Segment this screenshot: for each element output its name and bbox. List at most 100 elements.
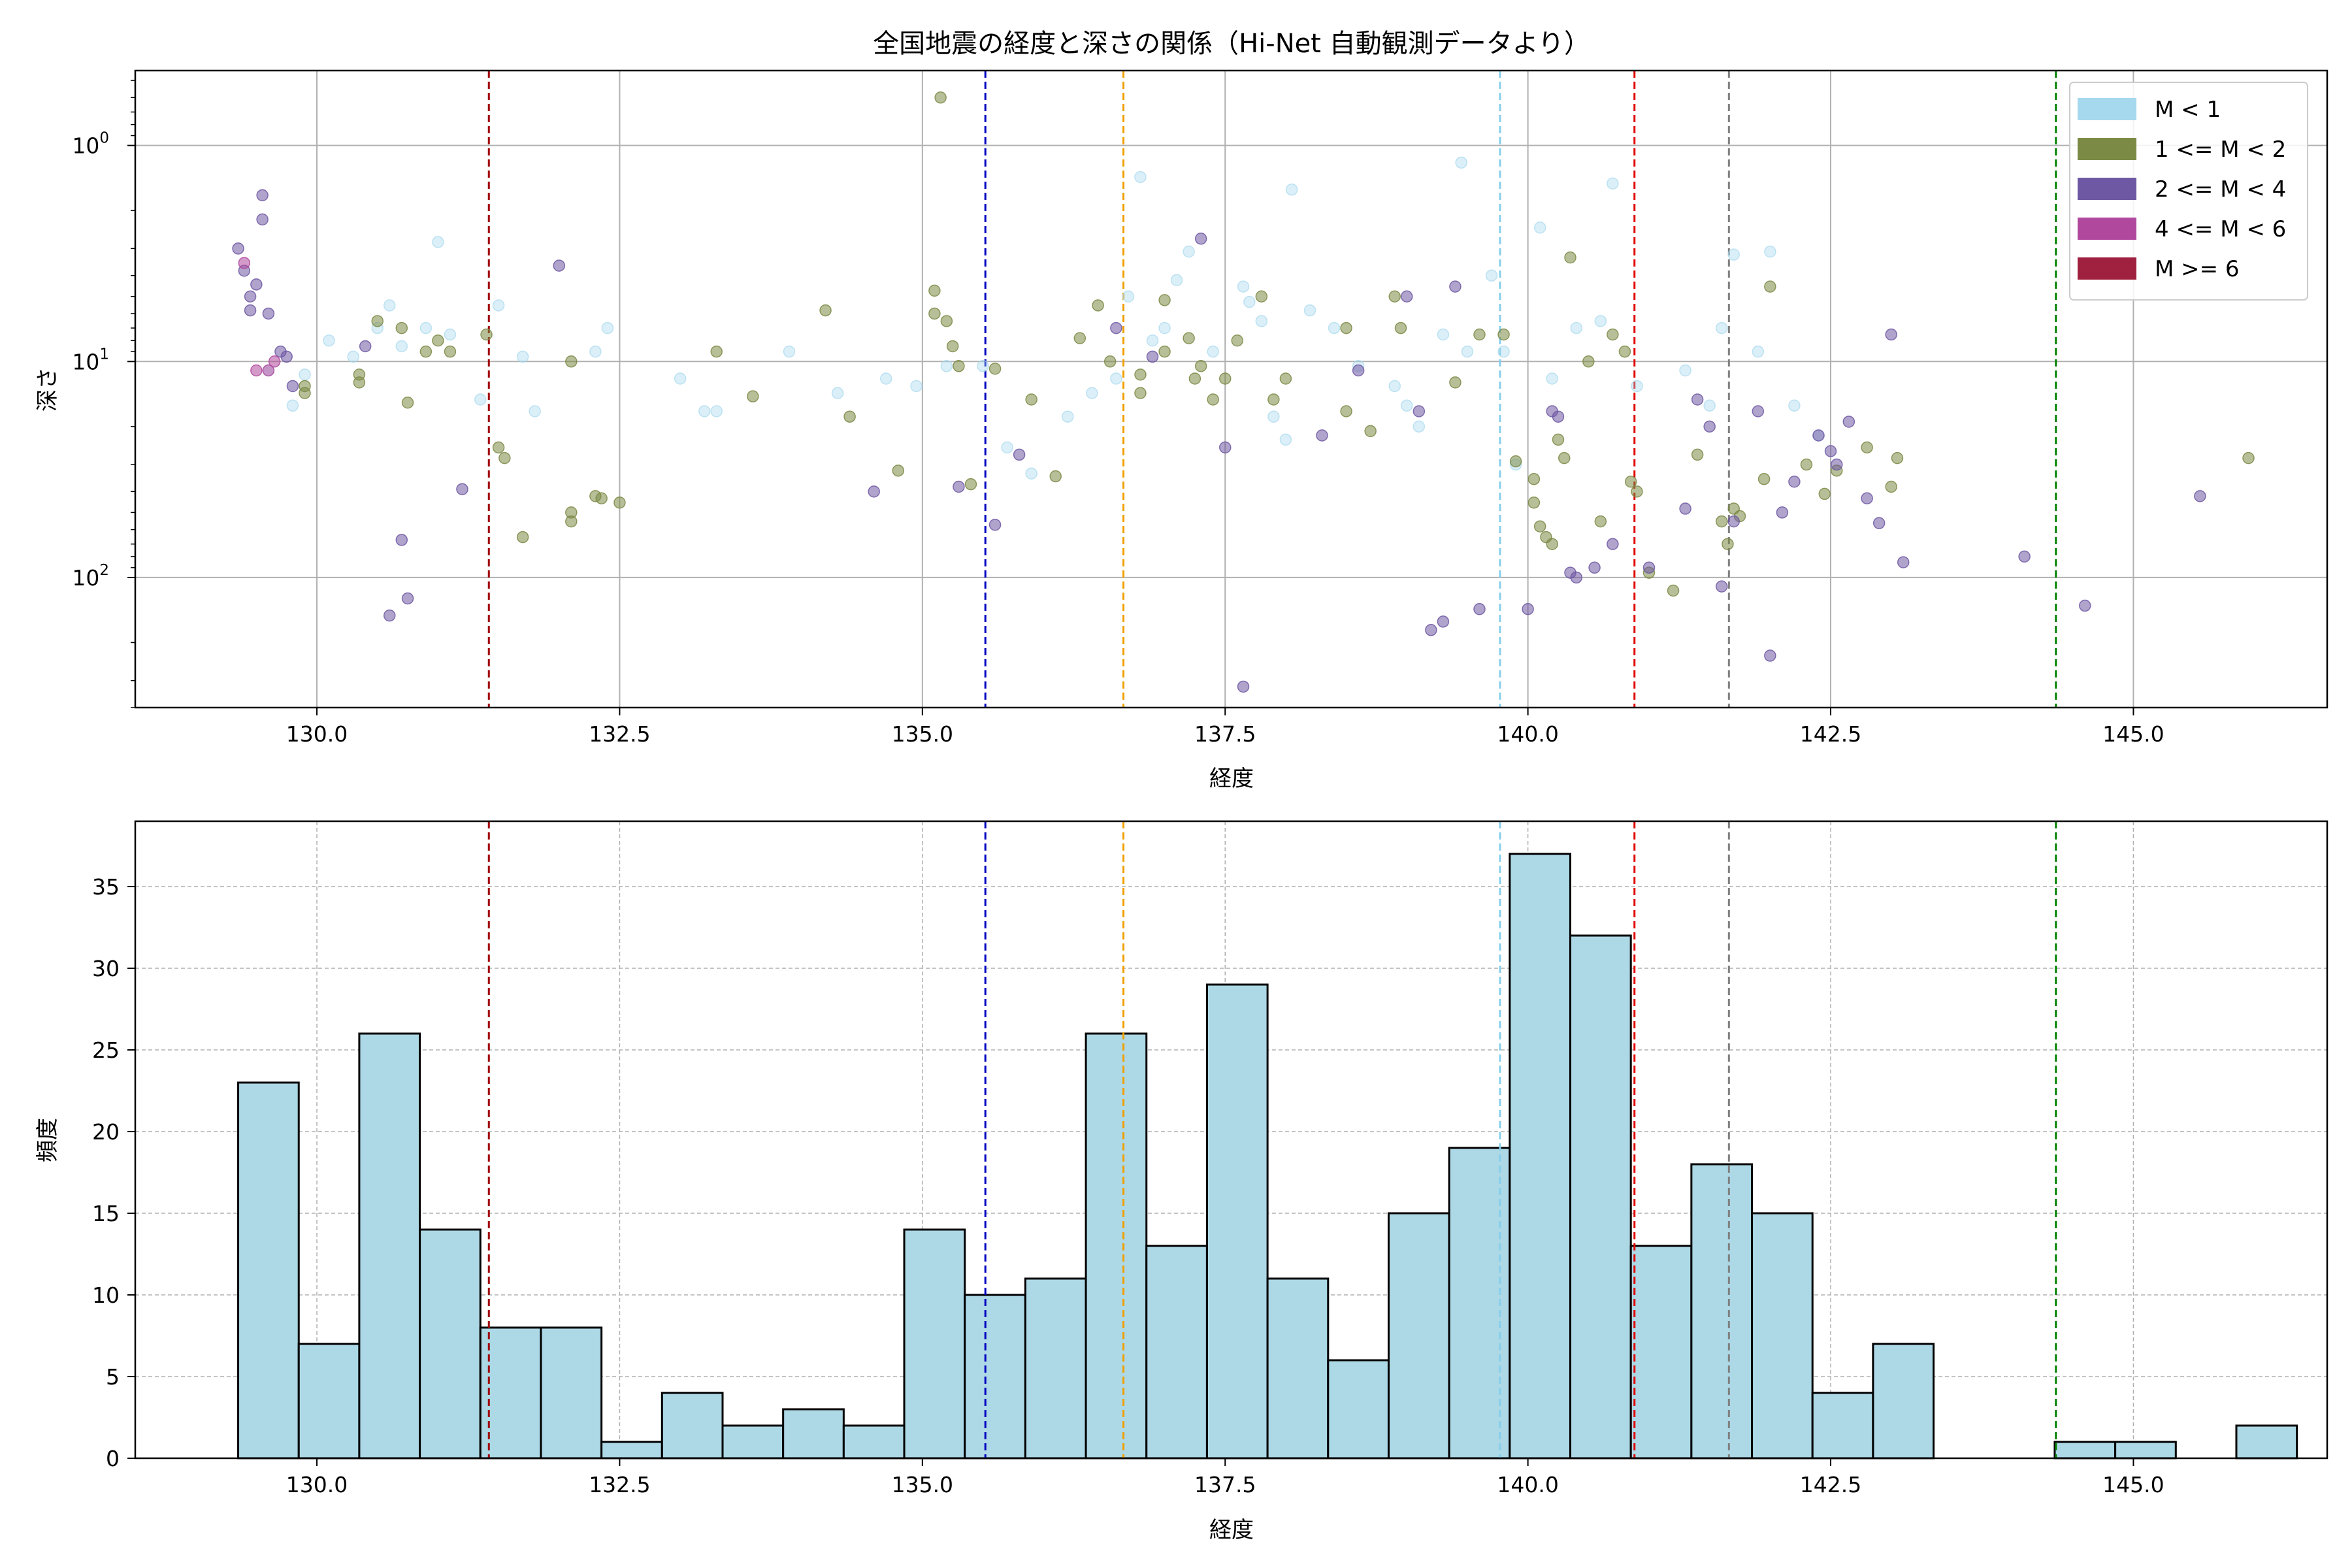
- histogram-bars: [237, 853, 2298, 1460]
- scatter-x-tick-label: 137.5: [1194, 721, 1256, 747]
- scatter-point: [401, 592, 414, 605]
- scatter-point: [1188, 372, 1201, 385]
- histogram-panel: 130.0 132.5 135.0 137.5 140.0 142.5 145.0 0 5 10…: [35, 820, 2328, 1543]
- histogram-bar: [964, 1294, 1026, 1460]
- scatter-point: [1715, 515, 1728, 528]
- scatter-point: [946, 340, 959, 353]
- histogram-bar: [1266, 1277, 1330, 1460]
- scatter-point: [698, 405, 711, 417]
- scatter-point: [395, 534, 408, 546]
- histogram-bar: [842, 1424, 906, 1460]
- histogram-y-tick-label: 25: [92, 1037, 120, 1063]
- scatter-point: [1316, 429, 1328, 442]
- scatter-point: [529, 405, 541, 417]
- scatter-point: [2079, 599, 2091, 612]
- histogram-x-tick-label: 145.0: [2102, 1472, 2164, 1497]
- scatter-point: [444, 345, 457, 358]
- scatter-point: [1624, 475, 1637, 488]
- scatter-point: [892, 465, 905, 477]
- scatter-point: [1497, 345, 1510, 358]
- scatter-point: [1631, 485, 1643, 498]
- histogram-bar: [1509, 853, 1572, 1460]
- legend-box: [2069, 82, 2308, 301]
- scatter-point: [879, 372, 892, 385]
- scatter-point: [1062, 410, 1074, 423]
- scatter-point: [1303, 304, 1316, 317]
- scatter-point: [1267, 393, 1280, 406]
- scatter-point: [1727, 515, 1740, 528]
- histogram-x-tick-label: 132.5: [589, 1472, 650, 1497]
- scatter-point: [783, 345, 796, 358]
- scatter-point: [474, 393, 487, 406]
- histogram-bar: [1327, 1359, 1390, 1460]
- scatter-x-tick-label: 145.0: [2102, 721, 2164, 747]
- scatter-point: [1194, 233, 1207, 245]
- scatter-point: [1722, 538, 1734, 550]
- scatter-point: [384, 609, 396, 622]
- scatter-point: [819, 304, 832, 317]
- scatter-point: [1146, 335, 1159, 347]
- scatter-point: [286, 380, 299, 393]
- scatter-point: [1552, 410, 1565, 423]
- scatter-point: [1497, 328, 1510, 341]
- scatter-point: [1231, 335, 1244, 347]
- histogram-bar: [2235, 1424, 2298, 1460]
- scatter-point: [299, 387, 311, 399]
- scatter-point: [1401, 290, 1413, 303]
- scatter-y-tick-base: 10: [72, 565, 99, 591]
- scatter-point: [1134, 368, 1147, 381]
- scatter-point: [395, 321, 408, 335]
- scatter-point: [1533, 221, 1546, 234]
- scatter-point: [299, 368, 311, 381]
- scatter-point: [953, 480, 965, 493]
- scatter-point: [1413, 405, 1426, 417]
- scatter-point: [1885, 480, 1897, 493]
- scatter-point: [256, 213, 269, 226]
- scatter-point: [1328, 321, 1341, 335]
- histogram-bar: [1205, 983, 1269, 1460]
- scatter-points: [232, 91, 2255, 693]
- scatter-point: [1788, 475, 1801, 488]
- scatter-point: [480, 328, 493, 341]
- scatter-point: [710, 345, 723, 358]
- histogram-y-ticks: 0 5 10 15 20 25 30 35: [92, 874, 135, 1471]
- scatter-point: [1631, 380, 1643, 393]
- scatter-point: [323, 335, 335, 347]
- legend-swatch: [2078, 138, 2136, 160]
- scatter-point: [928, 284, 941, 297]
- scatter-point: [1158, 321, 1171, 335]
- scatter-point: [2194, 490, 2206, 502]
- scatter-point: [1340, 321, 1352, 335]
- scatter-point: [1607, 328, 1619, 341]
- scatter-point: [1073, 332, 1086, 344]
- scatter-point: [238, 257, 251, 269]
- scatter-point: [432, 335, 444, 347]
- scatter-point: [280, 350, 293, 363]
- scatter-point: [1158, 345, 1171, 358]
- histogram-bar: [2053, 1441, 2117, 1460]
- scatter-point: [565, 355, 578, 368]
- scatter-point: [371, 315, 384, 327]
- scatter-point: [831, 387, 844, 399]
- scatter-point: [1013, 448, 1026, 461]
- scatter-point: [1509, 455, 1522, 468]
- scatter-point: [910, 380, 923, 393]
- histogram-bar: [358, 1032, 421, 1460]
- scatter-y-tick-label: 101: [72, 346, 109, 374]
- scatter-point: [988, 363, 1002, 375]
- scatter-point: [1485, 269, 1498, 282]
- scatter-point: [1570, 571, 1583, 584]
- scatter-point: [1764, 649, 1776, 662]
- scatter-point: [347, 350, 359, 363]
- scatter-point: [953, 360, 965, 372]
- scatter-point: [1183, 245, 1195, 258]
- scatter-point: [1691, 393, 1704, 406]
- scatter-grid: [135, 71, 2327, 708]
- scatter-x-tick-label: 135.0: [892, 721, 953, 747]
- histogram-x-tick-label: 130.0: [286, 1472, 348, 1497]
- scatter-point: [1352, 364, 1365, 377]
- scatter-point: [1285, 183, 1298, 196]
- scatter-point: [1703, 420, 1716, 433]
- histogram-bar: [1751, 1212, 1814, 1460]
- histogram-bar: [1145, 1245, 1208, 1460]
